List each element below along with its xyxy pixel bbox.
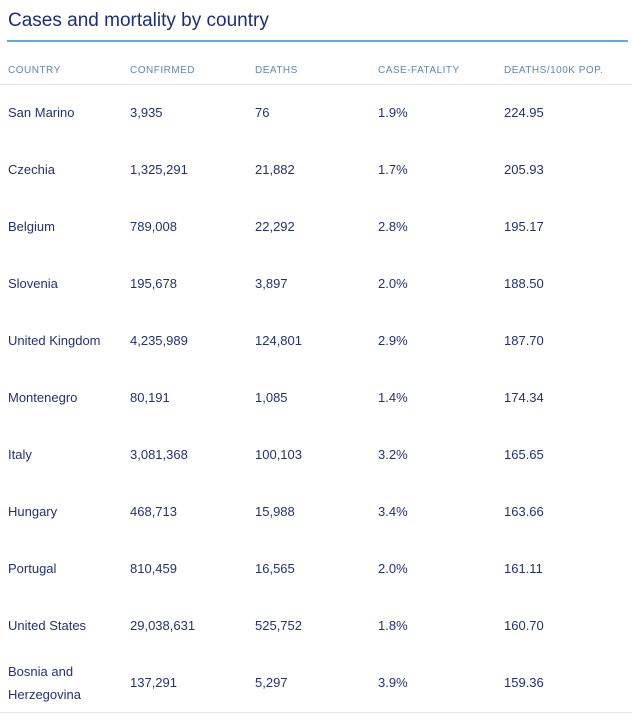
table-row: Bosnia and Herzegovina 137,291 5,297 3.9… — [0, 655, 632, 712]
cell-deaths: 5,297 — [255, 675, 288, 691]
cell-country: United States — [8, 618, 87, 634]
cell-deaths-100k: 163.66 — [504, 504, 544, 520]
cell-deaths: 100,103 — [255, 447, 302, 463]
cell-deaths: 124,801 — [255, 333, 302, 349]
cell-case-fatality: 2.9% — [378, 333, 408, 349]
table-header-row: COUNTRY CONFIRMED DEATHS CASE-FATALITY D… — [0, 42, 632, 85]
table-row: Czechia 1,325,291 21,882 1.7% 205.93 — [0, 142, 632, 199]
cell-deaths-100k: 174.34 — [504, 390, 544, 406]
cell-deaths-100k: 165.65 — [504, 447, 544, 463]
cell-confirmed: 3,935 — [130, 105, 163, 121]
cell-deaths-100k: 161.11 — [504, 561, 543, 577]
cell-country: Italy — [8, 447, 32, 463]
cell-country: United Kingdom — [8, 333, 101, 349]
table-row: Montenegro 80,191 1,085 1.4% 174.34 — [0, 370, 632, 427]
cell-country: Hungary — [8, 504, 58, 520]
cell-deaths-100k: 160.70 — [504, 618, 544, 634]
cell-case-fatality: 1.9% — [378, 105, 408, 121]
cell-deaths: 1,085 — [255, 390, 288, 406]
table-row: United Kingdom 4,235,989 124,801 2.9% 18… — [0, 313, 632, 370]
cell-deaths: 15,988 — [255, 504, 295, 520]
cell-confirmed: 810,459 — [130, 561, 177, 577]
cases-mortality-table: COUNTRY CONFIRMED DEATHS CASE-FATALITY D… — [0, 42, 632, 713]
table-row: Slovenia 195,678 3,897 2.0% 188.50 — [0, 256, 632, 313]
cell-deaths: 3,897 — [255, 276, 288, 292]
cell-case-fatality: 2.0% — [378, 276, 408, 292]
cell-case-fatality: 1.8% — [378, 618, 408, 634]
column-header-case-fatality: CASE-FATALITY — [378, 65, 460, 76]
table-row: United States 29,038,631 525,752 1.8% 16… — [0, 598, 632, 655]
cell-confirmed: 80,191 — [130, 390, 170, 406]
cell-country: Slovenia — [8, 276, 58, 292]
table-body: San Marino 3,935 76 1.9% 224.95 Czechia … — [0, 85, 632, 713]
cell-case-fatality: 3.9% — [378, 675, 408, 691]
cell-case-fatality: 2.0% — [378, 561, 408, 577]
cell-confirmed: 468,713 — [130, 504, 177, 520]
column-header-deaths-100k: DEATHS/100K POP. — [504, 65, 604, 76]
cell-case-fatality: 3.2% — [378, 447, 408, 463]
cell-deaths-100k: 159.36 — [504, 675, 544, 691]
table-row: Hungary 468,713 15,988 3.4% 163.66 — [0, 484, 632, 541]
column-header-deaths: DEATHS — [255, 65, 298, 76]
cell-confirmed: 1,325,291 — [130, 162, 188, 178]
column-header-confirmed: CONFIRMED — [130, 65, 196, 76]
cell-deaths-100k: 195.17 — [504, 219, 544, 235]
cell-country: Belgium — [8, 219, 55, 235]
cell-case-fatality: 3.4% — [378, 504, 408, 520]
cell-confirmed: 195,678 — [130, 276, 177, 292]
cell-country: San Marino — [8, 105, 75, 121]
cell-deaths: 525,752 — [255, 618, 302, 634]
cell-confirmed: 3,081,368 — [130, 447, 188, 463]
table-row: Portugal 810,459 16,565 2.0% 161.11 — [0, 541, 632, 598]
cell-confirmed: 4,235,989 — [130, 333, 188, 349]
cell-country: Czechia — [8, 162, 55, 178]
cell-country: Bosnia and Herzegovina — [8, 664, 81, 702]
cell-case-fatality: 1.7% — [378, 162, 408, 178]
cell-confirmed: 789,008 — [130, 219, 177, 235]
table-row: Belgium 789,008 22,292 2.8% 195.17 — [0, 199, 632, 256]
title-underline — [7, 40, 628, 42]
cell-deaths: 21,882 — [255, 162, 295, 178]
page-title: Cases and mortality by country — [8, 10, 269, 31]
cell-deaths-100k: 205.93 — [504, 162, 544, 178]
column-header-country: COUNTRY — [8, 65, 61, 76]
cell-case-fatality: 2.8% — [378, 219, 408, 235]
cell-deaths: 22,292 — [255, 219, 295, 235]
cell-deaths-100k: 224.95 — [504, 105, 544, 121]
table-row: Italy 3,081,368 100,103 3.2% 165.65 — [0, 427, 632, 484]
cell-confirmed: 137,291 — [130, 675, 177, 691]
cell-deaths: 76 — [255, 105, 270, 121]
cell-deaths-100k: 187.70 — [504, 333, 544, 349]
table-row: San Marino 3,935 76 1.9% 224.95 — [0, 85, 632, 142]
cell-country: Portugal — [8, 561, 57, 577]
cell-country: Montenegro — [8, 390, 78, 406]
cell-confirmed: 29,038,631 — [130, 618, 196, 634]
cell-deaths-100k: 188.50 — [504, 276, 544, 292]
cell-case-fatality: 1.4% — [378, 390, 408, 406]
cell-deaths: 16,565 — [255, 561, 295, 577]
